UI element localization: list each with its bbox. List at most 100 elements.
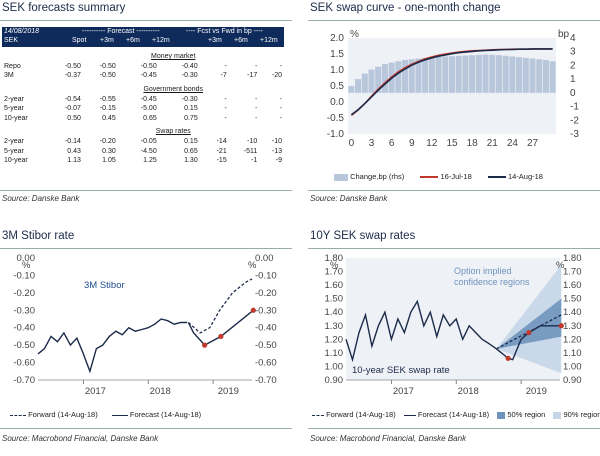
section-header-row: Money market [2, 52, 284, 62]
source-note: Source: Macrobond Financial, Danske Bank [2, 434, 159, 443]
annotation-line1: Option implied [454, 266, 512, 276]
table-cell: - [224, 62, 227, 70]
y-tick-label-left: 1.50 [325, 294, 344, 305]
table-row: 3M -0.37 -0.50 -0.45 -0.30 -7 -17 -20 [2, 71, 284, 81]
x-tick-label: 2018 [458, 386, 479, 397]
y-tick-label-right: 3 [570, 47, 576, 58]
bar-change [435, 56, 442, 93]
left-unit: % [22, 260, 31, 271]
x-tick-label: 3 [369, 138, 375, 149]
x-tick-label: 2019 [526, 386, 547, 397]
bar-change [475, 54, 482, 93]
divider [308, 428, 600, 429]
header-col-6m: +6m [126, 37, 140, 44]
row-label: 10-year [4, 157, 28, 165]
legend-label-forward: Forward (14-Aug-18) [28, 410, 98, 419]
y-tick-label-left: 0.5 [330, 81, 344, 92]
table-cell: -0.20 [99, 138, 116, 146]
y-tick-label-left: 1.0 [330, 65, 344, 76]
divider [308, 190, 600, 191]
bar-change [495, 55, 502, 93]
y-tick-label-right: 1 [570, 74, 576, 85]
bar-change [355, 79, 362, 93]
series-line-14-aug-18 [350, 48, 553, 116]
y-tick-label-left: 1.00 [325, 361, 344, 372]
table-cell: -20 [271, 72, 282, 80]
legend-swatch-forecast [111, 414, 128, 416]
legend-swatch-aug [487, 176, 506, 179]
legend-label-jul: 16-Jul-18 [440, 172, 472, 181]
spacer-cell [2, 52, 118, 62]
y-tick-label-left: 0.90 [325, 375, 344, 386]
y-tick-label-right: -0.60 [255, 358, 277, 369]
table-cell: 0.65 [184, 147, 198, 155]
forecast-point [250, 307, 256, 313]
legend-swatch-jul [420, 176, 439, 179]
divider [308, 248, 600, 249]
table-row: 2-year -0.54 -0.55 -0.45 -0.30 - - - [2, 94, 284, 104]
y-tick-label-right: -0.40 [255, 323, 277, 334]
legend-swatch-forward [312, 414, 324, 416]
header-col-6m-bp: +6m [234, 37, 248, 44]
panel-forecasts: SEK forecasts summary 14/08/2018 -------… [0, 0, 292, 214]
y-tick-label-right: 1.40 [563, 307, 582, 318]
y-tick-label-right: 1.60 [563, 280, 582, 291]
bar-change [502, 55, 509, 93]
table-cell: -17 [247, 72, 258, 80]
header-col-3m-bp: +3m [208, 37, 222, 44]
confidence-region-90-region [496, 264, 562, 374]
series-line-3m-stibor [37, 318, 188, 374]
y-tick-label-left: 1.20 [325, 334, 344, 345]
table-cell: -0.14 [64, 138, 81, 146]
legend-label-forward: Forward (14-Aug-18) [326, 410, 396, 419]
table-cell: 0.65 [143, 114, 157, 122]
table-cell: 1.30 [184, 157, 198, 165]
table-cell: -14 [216, 138, 227, 146]
source-note: Source: Macrobond Financial, Danske Bank [310, 434, 467, 443]
table-cell: -0.50 [64, 62, 81, 70]
y-tick-label-right: -0.20 [255, 288, 277, 299]
header-col-spot: Spot [72, 37, 87, 44]
section-header-row: Government bonds [2, 85, 284, 95]
series-line-forward-14-aug-18- [187, 278, 253, 334]
y-tick-label-left: -0.5 [327, 113, 345, 124]
swap10y-chart: 1.80 1.80 1.70 1.70 1.60 1.60 1.50 1.50 1.40 1.40… [325, 253, 582, 397]
table-cell: -0.45 [140, 95, 157, 103]
series-label: 10-year SEK swap rate [352, 365, 450, 376]
legend: Forward (14-Aug-18) Forecast (14-Aug-18) [10, 410, 201, 419]
y-tick-label-left: -0.20 [13, 288, 35, 299]
bar-change [422, 57, 429, 93]
y-tick-label-left: 1.70 [325, 267, 344, 278]
table-row: Repo -0.50 -0.50 -0.50 -0.40 - - - [2, 62, 284, 72]
table-cell: 0.15 [184, 105, 198, 113]
bar-change [448, 56, 456, 93]
row-label: 5-year [4, 105, 24, 113]
right-unit: % [248, 260, 257, 271]
bar-change [529, 58, 536, 93]
y-tick-label-right: -0.30 [255, 305, 277, 316]
table-cell: 0.75 [184, 114, 198, 122]
header-group-forecast: ---------- Forecast ---------- [82, 28, 160, 35]
bar-change [381, 64, 388, 93]
legend-label-forecast: Forecast (14-Aug-18) [417, 410, 490, 419]
table-cell: 0.50 [67, 114, 81, 122]
y-tick-label-left: -0.30 [13, 305, 35, 316]
table-cell: -0.40 [181, 62, 198, 70]
forecast-point [505, 355, 511, 361]
table-cell: - [254, 95, 258, 103]
table-cell: -0.30 [181, 72, 198, 80]
table-cell: -1 [251, 157, 258, 165]
left-unit: % [330, 260, 339, 271]
y-tick-label-right: 1.00 [563, 361, 582, 372]
legend-swatch-90 [553, 411, 562, 419]
bar-change [442, 56, 449, 93]
bar-change [348, 86, 355, 93]
stibor-chart: 0.00 0.00 -0.10 -0.10 -0.20 -0.20 -0.30 -0.30 -0… [13, 253, 277, 397]
y-tick-label-left: 1.30 [325, 321, 344, 332]
section-label: Swap rates [155, 128, 191, 136]
bar-change [469, 55, 476, 93]
table-row: 5-year -0.07 -0.15 -5.00 0.15 - - - [2, 104, 284, 114]
bar-change [516, 57, 523, 93]
divider [0, 20, 292, 21]
section-label: Government bonds [143, 86, 203, 94]
